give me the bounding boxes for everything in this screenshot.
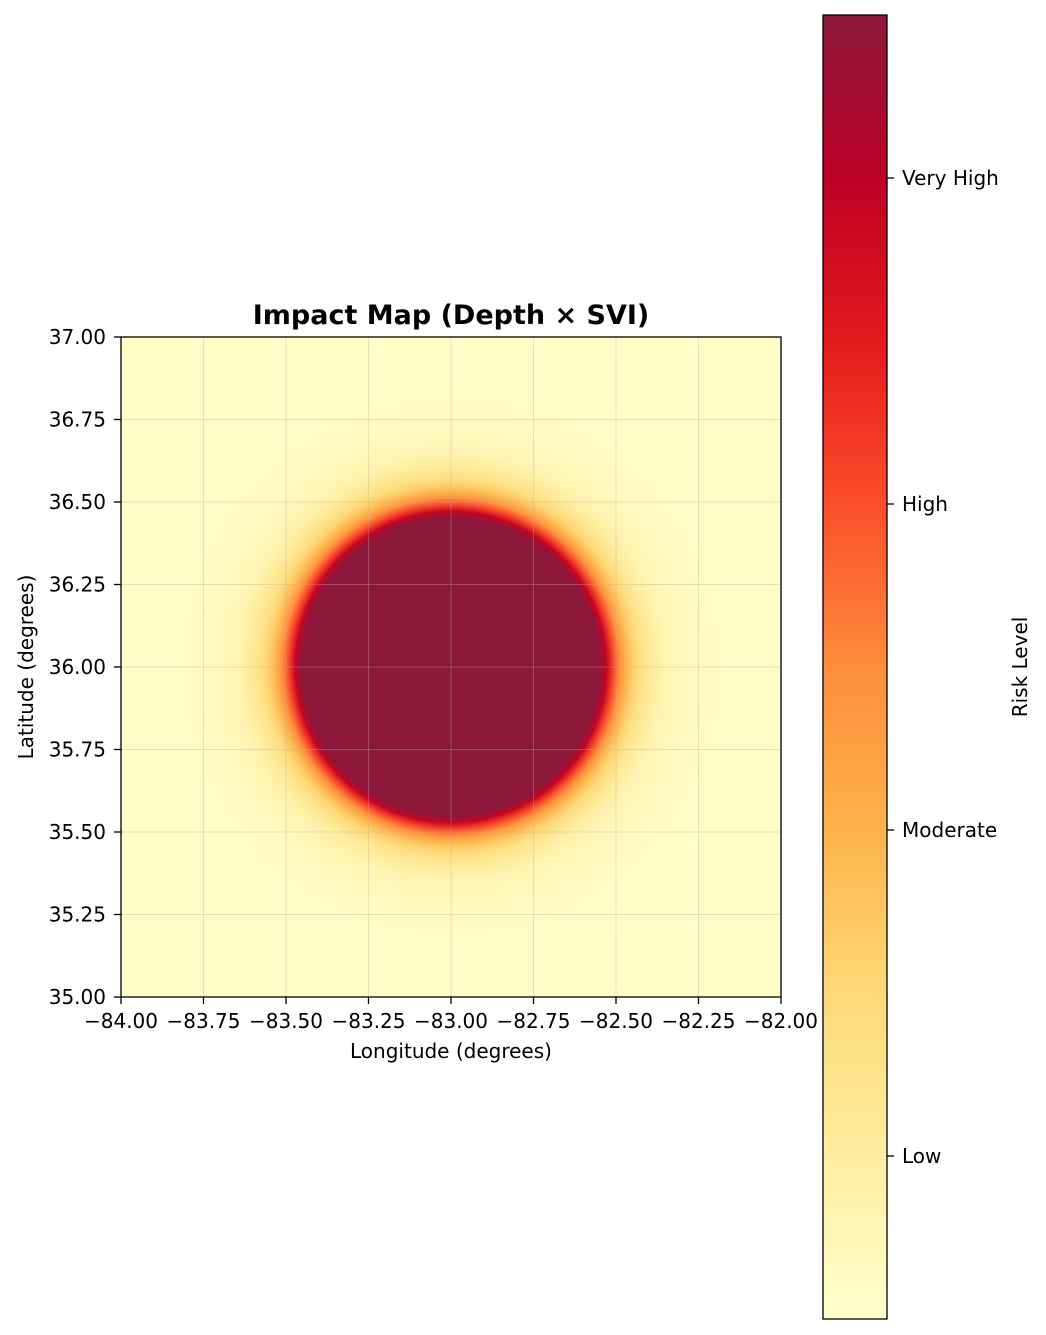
- chart-title: Impact Map (Depth × SVI): [253, 300, 650, 331]
- x-tick-label: −82.25: [661, 1009, 735, 1033]
- y-tick-label: 36.25: [49, 573, 106, 597]
- y-tick-label: 35.00: [49, 985, 106, 1009]
- colorbar-tick-label: Low: [902, 1144, 941, 1168]
- colorbar-ticks: Low Moderate High Very High: [887, 166, 999, 1168]
- x-tick-label: −82.75: [496, 1009, 570, 1033]
- colorbar-label: Risk Level: [1008, 617, 1032, 718]
- x-tick-label: −82.50: [579, 1009, 653, 1033]
- y-tick-label: 35.75: [49, 738, 106, 762]
- y-tick-label: 35.50: [49, 820, 106, 844]
- colorbar-tick-label: Moderate: [902, 818, 997, 842]
- heatmap: [121, 337, 781, 997]
- x-tick-label: −83.25: [331, 1009, 405, 1033]
- y-tick-label: 37.00: [49, 325, 106, 349]
- y-axis-label: Latitude (degrees): [14, 575, 38, 760]
- colorbar-fill: [822, 14, 888, 1320]
- x-axis-label: Longitude (degrees): [350, 1039, 552, 1063]
- x-tick-label: −83.00: [414, 1009, 488, 1033]
- y-tick-label: 36.50: [49, 490, 106, 514]
- y-tick-label: 36.00: [49, 655, 106, 679]
- colorbar-tick-label: High: [902, 492, 948, 516]
- x-tick-label: −84.00: [84, 1009, 158, 1033]
- y-axis: 35.00 35.25 35.50 35.75 36.00 36.25 36.50 36.75…: [49, 325, 121, 1009]
- impact-zone: [180, 396, 722, 938]
- x-tick-label: −82.00: [744, 1009, 818, 1033]
- y-tick-label: 36.75: [49, 408, 106, 432]
- x-tick-label: −83.50: [249, 1009, 323, 1033]
- colorbar-tick-label: Very High: [902, 166, 999, 190]
- x-axis: −84.00 −83.75 −83.50 −83.25 −83.00 −82.75 −82.…: [84, 997, 818, 1033]
- x-tick-label: −83.75: [166, 1009, 240, 1033]
- y-tick-label: 35.25: [49, 903, 106, 927]
- colorbar: Low Moderate High Very High Risk Level: [822, 14, 1032, 1320]
